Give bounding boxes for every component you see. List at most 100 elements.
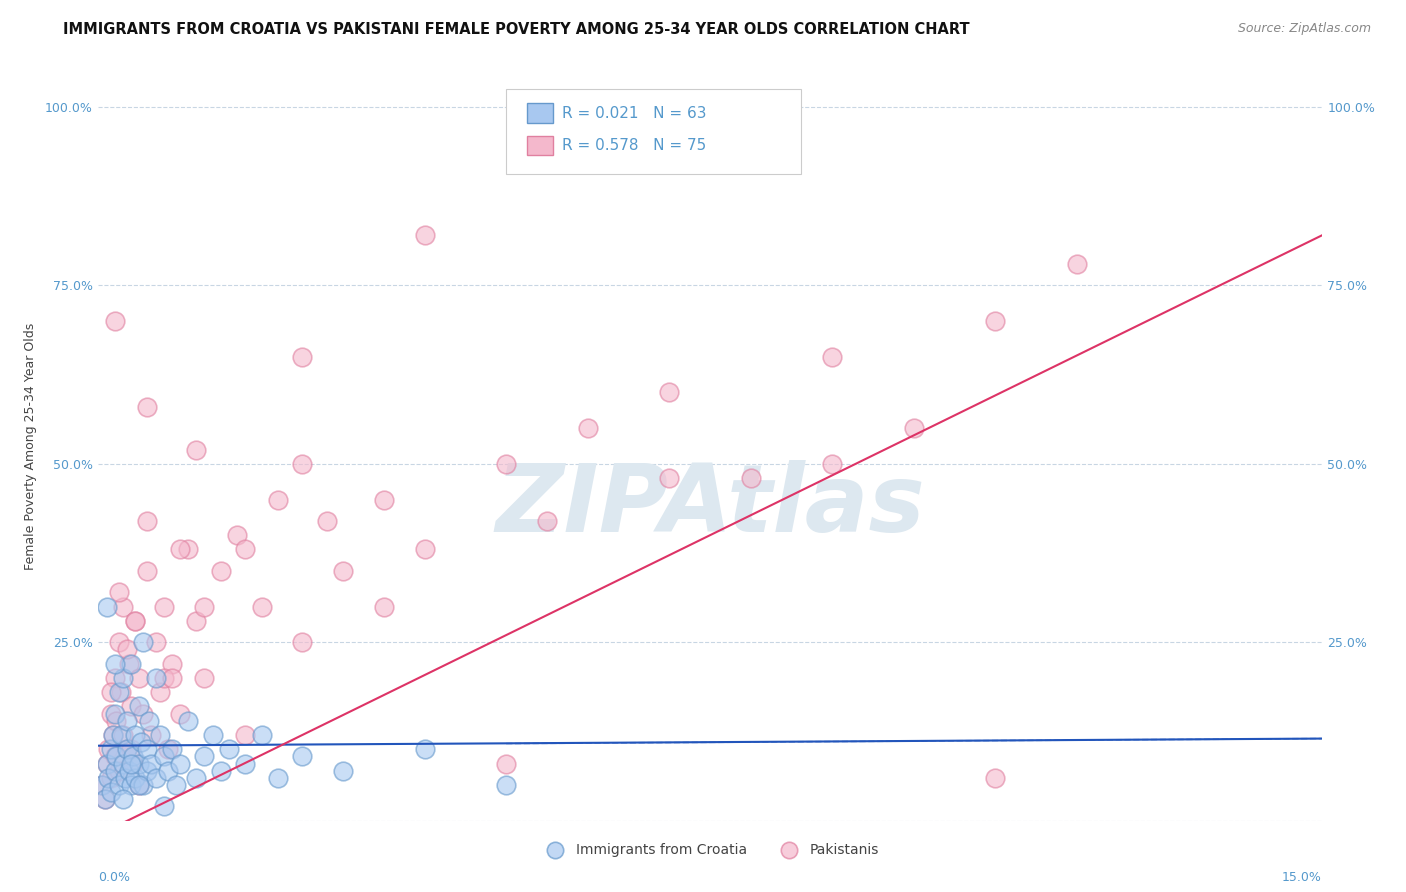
Point xyxy=(128,778,150,792)
Point xyxy=(332,564,354,578)
Point xyxy=(903,421,925,435)
Point xyxy=(169,706,191,721)
Point xyxy=(124,728,146,742)
Point xyxy=(186,771,208,785)
Text: R = 0.021   N = 63: R = 0.021 N = 63 xyxy=(562,106,707,120)
Point xyxy=(120,699,142,714)
Point xyxy=(233,542,256,557)
Point xyxy=(145,635,167,649)
Point xyxy=(165,778,187,792)
Point xyxy=(100,685,122,699)
Text: R = 0.578   N = 75: R = 0.578 N = 75 xyxy=(562,138,707,153)
Point xyxy=(132,706,155,721)
Point xyxy=(105,749,128,764)
Point xyxy=(115,714,138,728)
Point xyxy=(209,564,232,578)
Point xyxy=(160,657,183,671)
Point xyxy=(821,350,844,364)
Point xyxy=(291,350,314,364)
Point xyxy=(136,742,159,756)
Point xyxy=(226,528,249,542)
Point xyxy=(145,771,167,785)
Point xyxy=(250,728,273,742)
Point xyxy=(145,849,167,863)
Point xyxy=(128,778,150,792)
Point xyxy=(91,778,114,792)
Point xyxy=(111,792,134,806)
Point xyxy=(110,685,132,699)
Point xyxy=(129,735,152,749)
Point xyxy=(104,749,127,764)
Point xyxy=(658,385,681,400)
Point xyxy=(193,671,215,685)
Point xyxy=(120,657,142,671)
Point xyxy=(160,671,183,685)
Point xyxy=(120,778,142,792)
Point xyxy=(100,785,122,799)
Point xyxy=(141,756,163,771)
Point xyxy=(373,599,395,614)
Point xyxy=(984,771,1007,785)
Y-axis label: Female Poverty Among 25-34 Year Olds: Female Poverty Among 25-34 Year Olds xyxy=(24,322,37,570)
Point xyxy=(115,742,138,756)
Text: IMMIGRANTS FROM CROATIA VS PAKISTANI FEMALE POVERTY AMONG 25-34 YEAR OLDS CORREL: IMMIGRANTS FROM CROATIA VS PAKISTANI FEM… xyxy=(63,22,970,37)
Point xyxy=(152,671,174,685)
Point xyxy=(495,756,517,771)
Point xyxy=(169,542,191,557)
Point xyxy=(201,728,224,742)
Point xyxy=(96,756,118,771)
Point xyxy=(136,564,159,578)
Point xyxy=(152,599,174,614)
Point xyxy=(291,457,314,471)
Point xyxy=(160,742,183,756)
Point xyxy=(495,778,517,792)
Point xyxy=(111,599,134,614)
Point xyxy=(118,657,141,671)
Point xyxy=(658,471,681,485)
Point xyxy=(94,792,117,806)
Point xyxy=(136,514,159,528)
Point xyxy=(104,706,127,721)
Point xyxy=(128,756,150,771)
Point xyxy=(115,642,138,657)
Point xyxy=(218,742,240,756)
Point xyxy=(1066,257,1088,271)
Point xyxy=(315,514,337,528)
Point xyxy=(138,714,160,728)
Point xyxy=(233,728,256,742)
Point xyxy=(984,314,1007,328)
Point xyxy=(152,799,174,814)
Point xyxy=(177,542,200,557)
Point xyxy=(101,728,124,742)
Point xyxy=(121,749,143,764)
Point xyxy=(209,764,232,778)
Point xyxy=(108,585,131,599)
Point xyxy=(118,764,141,778)
Point xyxy=(291,635,314,649)
Point xyxy=(373,492,395,507)
Point xyxy=(100,706,122,721)
Point xyxy=(104,314,127,328)
Point xyxy=(120,756,142,771)
Point xyxy=(111,756,134,771)
Point xyxy=(124,614,146,628)
Point xyxy=(413,542,436,557)
Point xyxy=(169,756,191,771)
Point xyxy=(108,635,131,649)
Text: ZIPAtlas: ZIPAtlas xyxy=(495,460,925,552)
Point xyxy=(536,514,558,528)
Point xyxy=(120,742,142,756)
Point xyxy=(97,742,120,756)
Point xyxy=(740,471,762,485)
Point xyxy=(128,699,150,714)
Point xyxy=(193,749,215,764)
Point xyxy=(100,742,122,756)
Point xyxy=(136,400,159,414)
Point xyxy=(91,778,114,792)
Point xyxy=(156,742,179,756)
Point xyxy=(267,492,290,507)
Point xyxy=(152,749,174,764)
Point xyxy=(132,778,155,792)
Point xyxy=(104,671,127,685)
Point xyxy=(413,742,436,756)
